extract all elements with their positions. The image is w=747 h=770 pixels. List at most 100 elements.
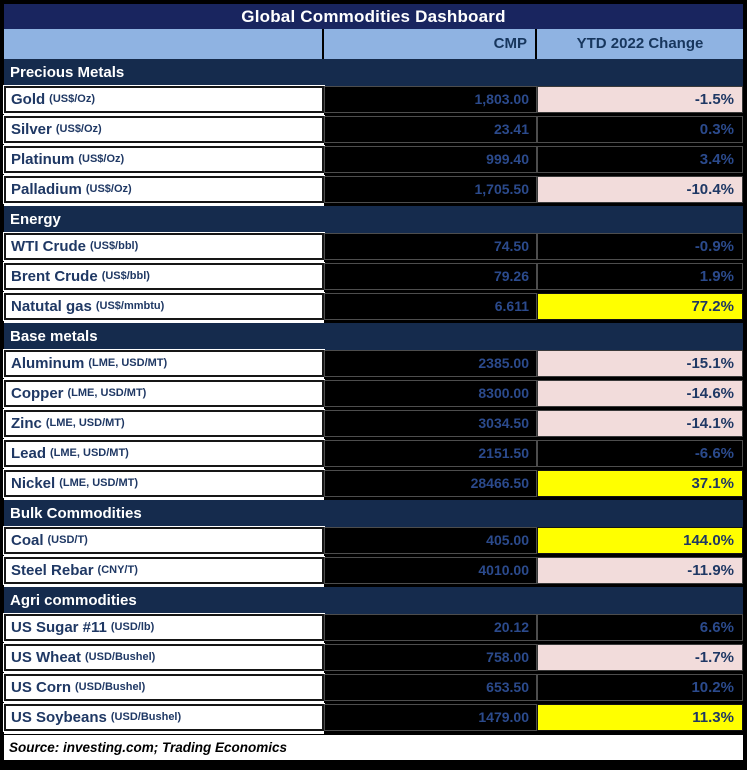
ytd-change-cell: 144.0% xyxy=(537,526,743,554)
column-header-ytd: YTD 2022 Change xyxy=(537,29,743,59)
ytd-change-cell: 0.3% xyxy=(537,115,743,143)
commodity-name-cell: Copper (LME, USD/MT) xyxy=(4,379,324,407)
row-spacer xyxy=(4,202,743,206)
commodity-unit: (USD/lb) xyxy=(110,621,155,634)
commodity-name: US Soybeans xyxy=(11,708,107,726)
ytd-change-cell: 11.3% xyxy=(537,703,743,731)
commodity-name: Copper xyxy=(11,384,64,402)
section-label: Agri commodities xyxy=(10,591,137,609)
cmp-value-cell: 1479.00 xyxy=(324,703,537,731)
source-note: Source: investing.com; Trading Economics xyxy=(9,739,288,755)
row-spacer xyxy=(4,553,743,557)
row-spacer xyxy=(4,583,743,587)
cmp-value-cell: 653.50 xyxy=(324,673,537,701)
cmp-value-cell: 8300.00 xyxy=(324,379,537,407)
commodity-name-cell: Zinc (LME, USD/MT) xyxy=(4,409,324,437)
commodity-name-cell: Brent Crude (US$/bbl) xyxy=(4,262,324,290)
table-row: US Sugar #11 (USD/lb) 20.12 6.6% xyxy=(4,613,743,641)
ytd-change-cell: 6.6% xyxy=(537,613,743,641)
cmp-value-cell: 758.00 xyxy=(324,643,537,671)
table-row: Palladium (US$/Oz) 1,705.50 -10.4% xyxy=(4,175,743,203)
dashboard-title-bar: Global Commodities Dashboard xyxy=(4,4,743,30)
commodity-name: US Sugar #11 xyxy=(11,618,107,636)
commodity-unit: (US$/Oz) xyxy=(55,123,102,136)
commodity-name: Platinum xyxy=(11,150,75,168)
commodity-unit: (USD/Bushel) xyxy=(85,651,156,664)
section-header-precious-metals: Precious Metals xyxy=(4,58,743,86)
commodity-name: Steel Rebar xyxy=(11,561,94,579)
table-row: Nickel (LME, USD/MT) 28466.50 37.1% xyxy=(4,469,743,497)
commodity-unit: (US$/Oz) xyxy=(49,93,96,106)
table-row: US Soybeans (USD/Bushel) 1479.00 11.3% xyxy=(4,703,743,731)
column-header-cmp: CMP xyxy=(324,29,537,59)
ytd-change-cell: 77.2% xyxy=(537,292,743,320)
commodity-name-cell: Lead (LME, USD/MT) xyxy=(4,439,324,467)
commodity-name: Zinc xyxy=(11,414,42,432)
table-row: Copper (LME, USD/MT) 8300.00 -14.6% xyxy=(4,379,743,407)
section-label: Precious Metals xyxy=(10,63,125,81)
commodity-name: Silver xyxy=(11,120,52,138)
cmp-value-cell: 74.50 xyxy=(324,232,537,260)
commodity-name-cell: Platinum (US$/Oz) xyxy=(4,145,324,173)
row-spacer xyxy=(4,376,743,380)
cmp-value-cell: 3034.50 xyxy=(324,409,537,437)
commodity-unit: (US$/mmbtu) xyxy=(95,300,165,313)
row-spacer xyxy=(4,172,743,176)
section-header-base-metals: Base metals xyxy=(4,322,743,350)
section-header-bulk-commodities: Bulk Commodities xyxy=(4,499,743,527)
commodity-name-cell: US Sugar #11 (USD/lb) xyxy=(4,613,324,641)
table-row: Lead (LME, USD/MT) 2151.50 -6.6% xyxy=(4,439,743,467)
row-spacer xyxy=(4,466,743,470)
column-header-row: CMP YTD 2022 Change xyxy=(4,29,743,59)
commodity-unit: (LME, USD/MT) xyxy=(45,417,125,430)
row-spacer xyxy=(4,670,743,674)
commodity-name: US Corn xyxy=(11,678,71,696)
row-spacer xyxy=(4,406,743,410)
commodity-name: Gold xyxy=(11,90,46,108)
row-spacer xyxy=(4,142,743,146)
commodity-name: WTI Crude xyxy=(11,237,86,255)
ytd-change-cell: 37.1% xyxy=(537,469,743,497)
cmp-value-cell: 79.26 xyxy=(324,262,537,290)
cmp-value-cell: 4010.00 xyxy=(324,556,537,584)
commodity-unit: (US$/bbl) xyxy=(101,270,150,283)
commodity-name: Nickel xyxy=(11,474,56,492)
commodity-name-cell: Natutal gas (US$/mmbtu) xyxy=(4,292,324,320)
ytd-change-cell: 10.2% xyxy=(537,673,743,701)
ytd-change-cell: 1.9% xyxy=(537,262,743,290)
table-row: US Corn (USD/Bushel) 653.50 10.2% xyxy=(4,673,743,701)
commodity-unit: (LME, USD/MT) xyxy=(67,387,147,400)
commodity-unit: (CNY/T) xyxy=(97,564,138,577)
ytd-change-cell: -14.1% xyxy=(537,409,743,437)
commodity-unit: (US$/Oz) xyxy=(78,153,125,166)
commodity-name-cell: Nickel (LME, USD/MT) xyxy=(4,469,324,497)
table-row: Zinc (LME, USD/MT) 3034.50 -14.1% xyxy=(4,409,743,437)
table-row: Silver (US$/Oz) 23.41 0.3% xyxy=(4,115,743,143)
commodity-unit: (USD/Bushel) xyxy=(75,681,146,694)
commodity-unit: (USD/T) xyxy=(47,534,88,547)
source-bar: Source: investing.com; Trading Economics xyxy=(4,734,743,760)
row-spacer xyxy=(4,496,743,500)
commodity-name-cell: Gold (US$/Oz) xyxy=(4,85,324,113)
section-label: Energy xyxy=(10,210,61,228)
row-spacer xyxy=(4,259,743,263)
ytd-change-cell: -1.7% xyxy=(537,643,743,671)
table-row: Platinum (US$/Oz) 999.40 3.4% xyxy=(4,145,743,173)
section-label: Bulk Commodities xyxy=(10,504,142,522)
commodity-name: Palladium xyxy=(11,180,82,198)
cmp-value-cell: 1,803.00 xyxy=(324,85,537,113)
ytd-change-cell: -10.4% xyxy=(537,175,743,203)
commodity-name: US Wheat xyxy=(11,648,82,666)
table-row: Coal (USD/T) 405.00 144.0% xyxy=(4,526,743,554)
table-row: Steel Rebar (CNY/T) 4010.00 -11.9% xyxy=(4,556,743,584)
cmp-value-cell: 405.00 xyxy=(324,526,537,554)
row-spacer xyxy=(4,289,743,293)
row-spacer xyxy=(4,436,743,440)
row-spacer xyxy=(4,319,743,323)
commodity-name-cell: Coal (USD/T) xyxy=(4,526,324,554)
column-header-name xyxy=(4,29,324,59)
commodity-name-cell: US Corn (USD/Bushel) xyxy=(4,673,324,701)
ytd-change-cell: -11.9% xyxy=(537,556,743,584)
commodity-name-cell: WTI Crude (US$/bbl) xyxy=(4,232,324,260)
